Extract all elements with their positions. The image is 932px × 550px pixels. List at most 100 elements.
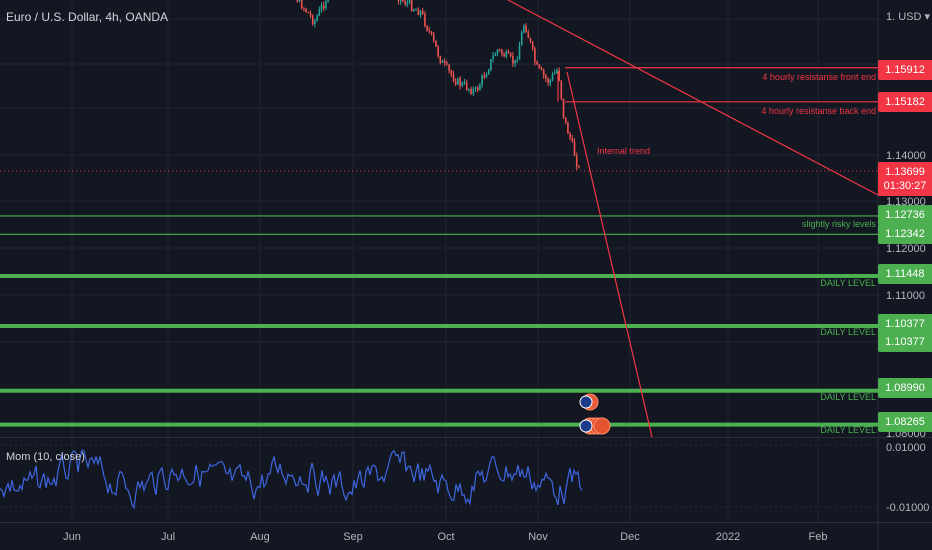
candle-body (314, 20, 316, 24)
eu-flag-icon[interactable] (579, 395, 593, 409)
eu-flag-icon[interactable] (579, 419, 593, 433)
candle-body (545, 75, 547, 79)
candle-body (318, 9, 321, 16)
candle-body (404, 0, 406, 5)
candle-body (518, 45, 521, 60)
internal-trend-line[interactable] (566, 71, 653, 438)
candle-body (446, 62, 448, 65)
candle-body (494, 54, 497, 56)
candle-body (483, 75, 486, 78)
price-tag-support: 1.12736 (878, 205, 932, 225)
candle-body (415, 9, 417, 11)
candle-body (578, 166, 580, 168)
annotation-internal-trend: Internal trend (597, 146, 651, 156)
y-tick-label: 1.12000 (886, 243, 926, 255)
symbol-title[interactable]: Euro / U.S. Dollar, 4h, OANDA (6, 10, 169, 24)
candle-body (325, 1, 327, 8)
price-tag-support: 1.12342 (878, 224, 932, 244)
candle-body (465, 82, 468, 90)
price-countdown: 01:30:27 (878, 176, 932, 196)
candle-body (567, 122, 569, 134)
candle-body (413, 9, 415, 12)
x-tick-label: Nov (528, 531, 548, 543)
candle-body (536, 61, 538, 65)
candle-body (307, 12, 310, 14)
x-tick-label: Jul (161, 531, 175, 543)
candle-body (487, 69, 490, 75)
candle-body (397, 0, 400, 2)
candle-body (551, 74, 554, 80)
candle-body (320, 5, 323, 10)
candle-body (298, 0, 301, 2)
candle-body (560, 80, 563, 99)
candle-body (476, 87, 479, 91)
price-tag-daily: 1.11448 (878, 264, 932, 284)
candle-body (316, 15, 318, 21)
candle-body (327, 0, 329, 2)
candle-body (470, 88, 472, 94)
candle-body (474, 87, 477, 89)
candle-body (575, 155, 578, 167)
candle-body (439, 55, 442, 63)
candle-body (525, 25, 527, 33)
candle-body (430, 31, 433, 34)
candle-body (490, 59, 492, 70)
candle-body (311, 15, 314, 24)
downtrend-line[interactable] (507, 0, 879, 196)
candle-body (527, 32, 530, 39)
candle-body (549, 79, 552, 84)
candle-body (443, 61, 446, 63)
price-tag-daily: 1.08265 (878, 412, 932, 432)
candle-body (309, 12, 312, 16)
candle-body (410, 0, 413, 12)
candle-body (419, 10, 422, 16)
candle-body (523, 25, 525, 33)
event-marker[interactable] (593, 417, 611, 435)
annotation-risky-levels: slightly risky levels (801, 219, 876, 229)
x-tick-label: Feb (809, 531, 828, 543)
candle-body (406, 2, 409, 5)
candle-body (498, 49, 501, 51)
candle-body (501, 49, 503, 55)
price-tag-daily: 1.08990 (878, 378, 932, 398)
candle-body (485, 74, 488, 78)
candle-body (571, 138, 574, 142)
candle-body (322, 5, 325, 8)
momentum-line[interactable] (0, 449, 583, 510)
candle-body (461, 82, 464, 86)
candle-body (529, 38, 532, 43)
candle-body (402, 0, 404, 1)
annotation-resistance-front: 4 hourly resistanse front end (762, 72, 876, 82)
candle-body (542, 69, 545, 76)
price-tag-resistance-front: 1.15912 (878, 60, 932, 80)
candle-body (564, 117, 567, 123)
x-tick-label: Oct (437, 531, 454, 543)
candle-body (569, 133, 571, 139)
candle-body (468, 88, 470, 90)
candle-body (424, 13, 426, 26)
candle-body (305, 8, 307, 13)
candle-body (503, 54, 505, 57)
candle-body (538, 64, 541, 68)
candle-body (454, 81, 457, 85)
y-tick-label: 1.14000 (886, 150, 926, 162)
candle-body (531, 42, 534, 49)
candle-body (435, 40, 437, 47)
annotation-daily-level: DAILY LEVEL (820, 392, 876, 402)
indicator-label[interactable]: Mom (10, close) (6, 451, 85, 463)
candle-body (457, 78, 459, 85)
candle-body (540, 67, 543, 70)
candle-body (558, 69, 560, 81)
candle-body (547, 78, 549, 84)
currency-badge[interactable]: 1. USD ▾ (886, 11, 931, 23)
candle-body (459, 78, 461, 86)
candle-body (421, 10, 424, 14)
indicator-tick-label: 0.01000 (886, 442, 926, 454)
candle-body (553, 72, 556, 75)
annotation-daily-level: DAILY LEVEL (820, 327, 876, 337)
candle-body (479, 84, 481, 91)
candle-body (520, 32, 523, 46)
candle-body (408, 0, 411, 3)
candle-body (450, 70, 453, 75)
